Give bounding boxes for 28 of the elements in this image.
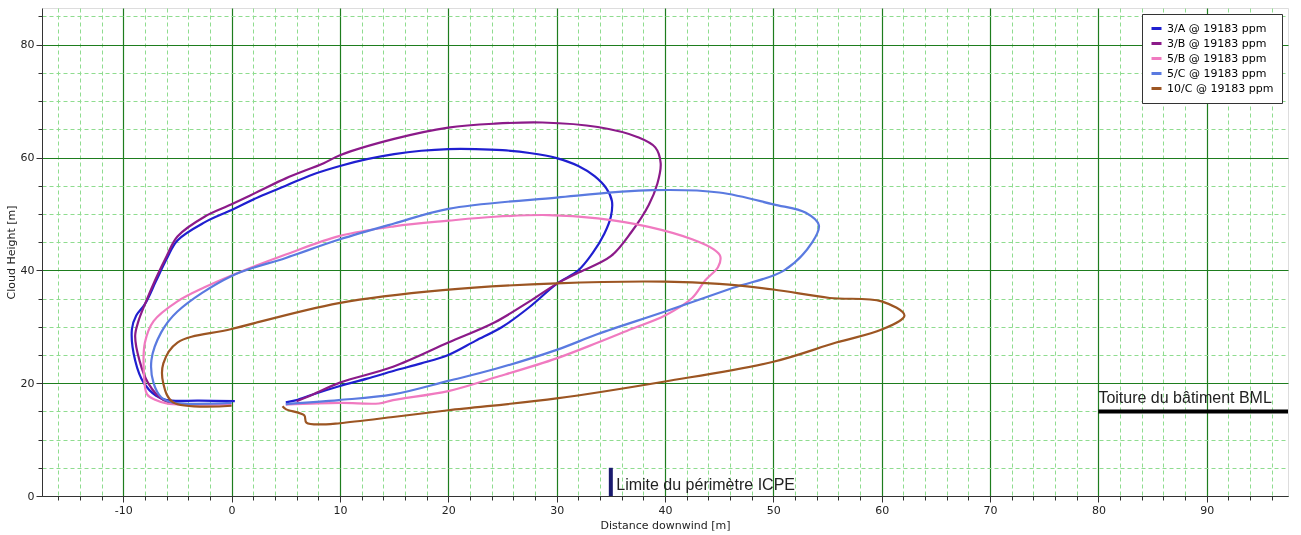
y-tick-label: 0 — [27, 489, 35, 503]
legend-label: 3/B @ 19183 ppm — [1167, 36, 1267, 50]
y-tick-label: 40 — [20, 263, 35, 277]
y-axis-title: Cloud Height [m] — [4, 205, 18, 300]
legend-label: 10/C @ 19183 ppm — [1167, 81, 1274, 95]
x-tick-label: 40 — [658, 503, 673, 517]
x-tick-label: 20 — [441, 503, 456, 517]
x-tick-label: 80 — [1091, 503, 1106, 517]
line-series — [161, 280, 906, 426]
x-tick-label: 30 — [550, 503, 565, 517]
x-tick-label: 60 — [875, 503, 890, 517]
x-tick-label: -10 — [114, 503, 133, 517]
line-series — [134, 121, 662, 406]
y-tick-label: 20 — [20, 376, 35, 390]
legend-label: 5/C @ 19183 ppm — [1167, 66, 1267, 80]
legend-label: 3/A @ 19183 ppm — [1167, 21, 1267, 35]
line-series — [142, 213, 722, 406]
y-tick-label: 60 — [20, 151, 35, 164]
x-tick-label: 0 — [228, 503, 236, 517]
x-tick-label: 70 — [983, 503, 998, 517]
x-tick-label: 10 — [333, 503, 348, 517]
x-tick-label: 90 — [1200, 503, 1215, 517]
x-tick-label: 50 — [766, 503, 781, 517]
x-axis-title: Distance downwind [m] — [600, 518, 731, 532]
legend-label: 5/B @ 19183 ppm — [1167, 51, 1267, 65]
line-series — [130, 147, 614, 404]
y-tick-label: 80 — [20, 38, 35, 52]
line-series — [149, 188, 820, 406]
